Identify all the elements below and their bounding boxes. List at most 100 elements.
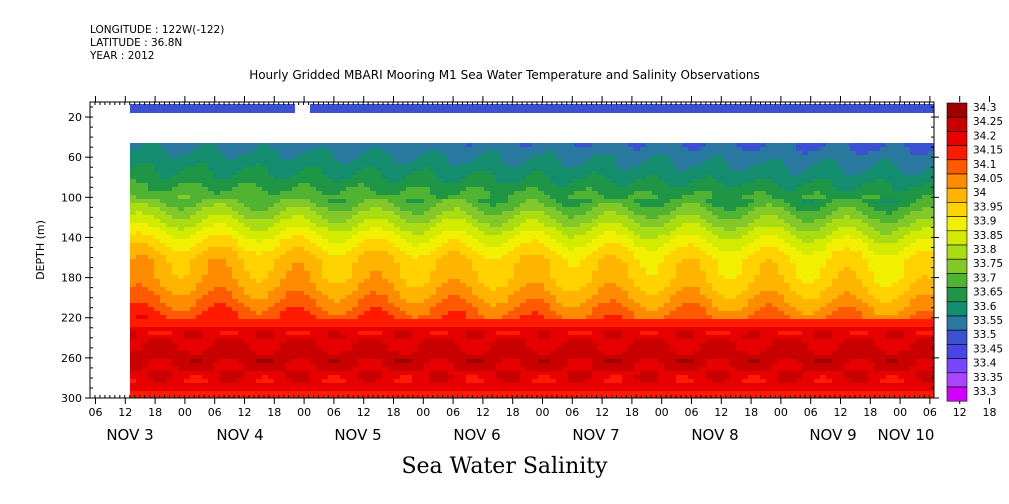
heatmap-cell <box>412 335 419 340</box>
heatmap-cell <box>148 195 155 200</box>
heatmap-cell <box>166 283 173 288</box>
heatmap-cell <box>148 235 155 240</box>
heatmap-cell <box>484 231 491 236</box>
heatmap-cell <box>550 215 557 220</box>
heatmap-cell <box>496 183 503 188</box>
heatmap-cell <box>208 375 215 380</box>
heatmap-cell <box>460 383 467 388</box>
heatmap-cell <box>520 263 527 268</box>
heatmap-cell <box>592 339 599 344</box>
heatmap-cell <box>556 171 563 176</box>
heatmap-cell <box>376 179 383 184</box>
heatmap-cell <box>574 263 581 268</box>
heatmap-cell <box>130 319 137 324</box>
heatmap-cell <box>256 255 263 260</box>
heatmap-cell <box>274 255 281 260</box>
heatmap-cell <box>478 351 485 356</box>
heatmap-cell <box>172 159 179 164</box>
heatmap-cell <box>412 295 419 300</box>
heatmap-cell <box>436 163 443 168</box>
heatmap-cell <box>424 375 431 380</box>
heatmap-cell <box>364 383 371 388</box>
heatmap-cell <box>412 327 419 332</box>
heatmap-cell <box>142 199 149 204</box>
heatmap-cell <box>328 371 335 376</box>
heatmap-cell <box>340 383 347 388</box>
heatmap-cell <box>574 187 581 192</box>
heatmap-cell <box>136 275 143 280</box>
heatmap-cell <box>190 359 197 364</box>
heatmap-cell <box>448 335 455 340</box>
heatmap-cell <box>388 199 395 204</box>
heatmap-cell <box>262 335 269 340</box>
heatmap-cell <box>256 251 263 256</box>
heatmap-cell <box>550 359 557 364</box>
heatmap-cell <box>592 207 599 212</box>
heatmap-cell <box>496 323 503 328</box>
heatmap-cell <box>538 223 545 228</box>
heatmap-cell <box>250 263 257 268</box>
heatmap-cell <box>208 271 215 276</box>
heatmap-cell <box>340 371 347 376</box>
heatmap-cell <box>556 379 563 384</box>
heatmap-cell <box>400 179 407 184</box>
heatmap-cell <box>310 295 317 300</box>
heatmap-cell <box>520 291 527 296</box>
heatmap-cell <box>484 143 491 148</box>
heatmap-cell <box>550 199 557 204</box>
heatmap-cell <box>244 363 251 368</box>
heatmap-cell <box>130 283 137 288</box>
heatmap-cell <box>526 143 533 148</box>
heatmap-cell <box>448 327 455 332</box>
heatmap-cell <box>370 279 377 284</box>
heatmap-cell <box>160 359 167 364</box>
heatmap-cell <box>436 383 443 388</box>
heatmap-cell <box>190 271 197 276</box>
heatmap-cell <box>442 311 449 316</box>
heatmap-cell <box>478 183 485 188</box>
heatmap-cell <box>514 339 521 344</box>
heatmap-cell <box>388 259 395 264</box>
heatmap-cell <box>148 347 155 352</box>
heatmap-cell <box>184 167 191 172</box>
heatmap-cell <box>304 267 311 272</box>
heatmap-cell <box>394 391 401 396</box>
heatmap-cell <box>574 323 581 328</box>
heatmap-cell <box>370 195 377 200</box>
heatmap-cell <box>394 299 401 304</box>
heatmap-cell <box>244 195 251 200</box>
heatmap-cell <box>448 239 455 244</box>
heatmap-cell <box>496 275 503 280</box>
heatmap-cell <box>556 283 563 288</box>
heatmap-cell <box>262 227 269 232</box>
heatmap-cell <box>220 379 227 384</box>
heatmap-cell <box>226 203 233 208</box>
heatmap-cell <box>400 283 407 288</box>
heatmap-cell <box>148 159 155 164</box>
heatmap-cell <box>196 207 203 212</box>
heatmap-cell <box>202 231 209 236</box>
heatmap-cell <box>238 163 245 168</box>
heatmap-cell <box>352 247 359 252</box>
heatmap-cell <box>190 171 197 176</box>
heatmap-cell <box>496 363 503 368</box>
heatmap-cell <box>448 287 455 292</box>
heatmap-cell <box>520 303 527 308</box>
heatmap-cell <box>322 355 329 360</box>
heatmap-cell <box>478 191 485 196</box>
heatmap-cell <box>538 391 545 396</box>
heatmap-cell <box>520 391 527 396</box>
heatmap-cell <box>586 283 593 288</box>
heatmap-cell <box>568 219 575 224</box>
heatmap-cell <box>418 255 425 260</box>
heatmap-cell <box>514 151 521 156</box>
heatmap-cell <box>562 311 569 316</box>
heatmap-cell <box>148 191 155 196</box>
heatmap-cell <box>592 259 599 264</box>
heatmap-cell <box>520 395 527 398</box>
heatmap-cell <box>310 367 317 372</box>
heatmap-cell <box>466 191 473 196</box>
heatmap-cell <box>328 383 335 388</box>
heatmap-cell <box>130 315 137 320</box>
heatmap-cell <box>496 311 503 316</box>
